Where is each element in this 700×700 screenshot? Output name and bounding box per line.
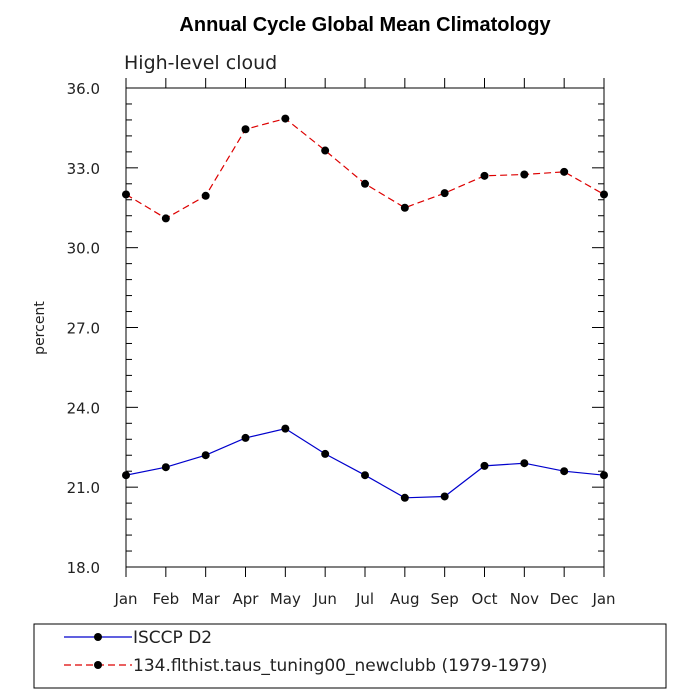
y-tick-label: 30.0 xyxy=(67,240,100,258)
data-point xyxy=(520,459,529,468)
data-point xyxy=(560,167,569,176)
data-point xyxy=(281,114,290,123)
x-tick-label: Sep xyxy=(431,590,459,608)
data-point xyxy=(161,463,170,472)
legend-marker xyxy=(94,633,102,641)
data-point xyxy=(361,471,369,480)
data-point xyxy=(400,203,409,212)
y-tick-label: 24.0 xyxy=(67,399,100,417)
data-point xyxy=(480,461,489,470)
y-tick-label: 36.0 xyxy=(67,80,100,98)
series-line xyxy=(125,117,605,220)
chart-title: Annual Cycle Global Mean Climatology xyxy=(179,14,551,36)
x-tick-label: Dec xyxy=(550,590,579,608)
data-point xyxy=(480,171,489,180)
legend-box xyxy=(33,623,667,689)
data-point xyxy=(122,471,130,480)
chart-subtitle: High-level cloud xyxy=(124,52,277,74)
x-tick-label: Jan xyxy=(591,590,615,608)
x-axis: Jan Feb Mar Apr May Jun Jul Aug Sep Oct Nov Dec Jan xyxy=(113,78,616,608)
x-tick-label: Feb xyxy=(153,590,180,608)
data-point xyxy=(161,214,170,223)
x-tick-label: Apr xyxy=(233,590,260,608)
y-axis-label: percent xyxy=(32,301,48,355)
y-tick-label: 21.0 xyxy=(67,479,100,497)
x-tick-label: Jun xyxy=(312,590,336,608)
y-axis: 18.0 21.0 24.0 27.0 30.0 33.0 36.0 xyxy=(67,80,604,577)
x-tick-label: Mar xyxy=(192,590,221,608)
data-point xyxy=(241,433,250,442)
data-point xyxy=(440,492,449,501)
plot-frame xyxy=(125,87,605,568)
legend-marker xyxy=(94,661,102,669)
legend: ISCCP D2 134.flthist.taus_tuning00_newclu… xyxy=(64,628,547,676)
y-tick-label: 33.0 xyxy=(67,160,100,178)
legend-label: ISCCP D2 xyxy=(133,628,212,648)
data-point xyxy=(201,451,210,460)
x-tick-label: Nov xyxy=(510,590,539,608)
x-tick-label: Oct xyxy=(472,590,498,608)
x-tick-label: May xyxy=(270,590,301,608)
data-point xyxy=(600,190,608,199)
data-point xyxy=(201,191,210,200)
series-line xyxy=(125,427,605,499)
data-point xyxy=(520,170,529,179)
data-point xyxy=(321,146,330,155)
data-point xyxy=(361,179,369,188)
x-tick-label: Jan xyxy=(113,590,137,608)
y-tick-label: 18.0 xyxy=(67,559,100,577)
data-point xyxy=(241,125,250,134)
data-point xyxy=(400,493,409,502)
data-point xyxy=(281,424,290,433)
data-point xyxy=(321,449,330,458)
series-layer xyxy=(122,114,608,502)
x-tick-label: Aug xyxy=(390,590,419,608)
legend-label: 134.flthist.taus_tuning00_newclubb (1979… xyxy=(133,656,547,676)
data-point xyxy=(122,190,130,199)
data-point xyxy=(560,467,569,476)
x-tick-label: Jul xyxy=(355,590,374,608)
data-point xyxy=(440,189,449,198)
data-point xyxy=(600,471,608,480)
y-tick-label: 27.0 xyxy=(67,320,100,338)
